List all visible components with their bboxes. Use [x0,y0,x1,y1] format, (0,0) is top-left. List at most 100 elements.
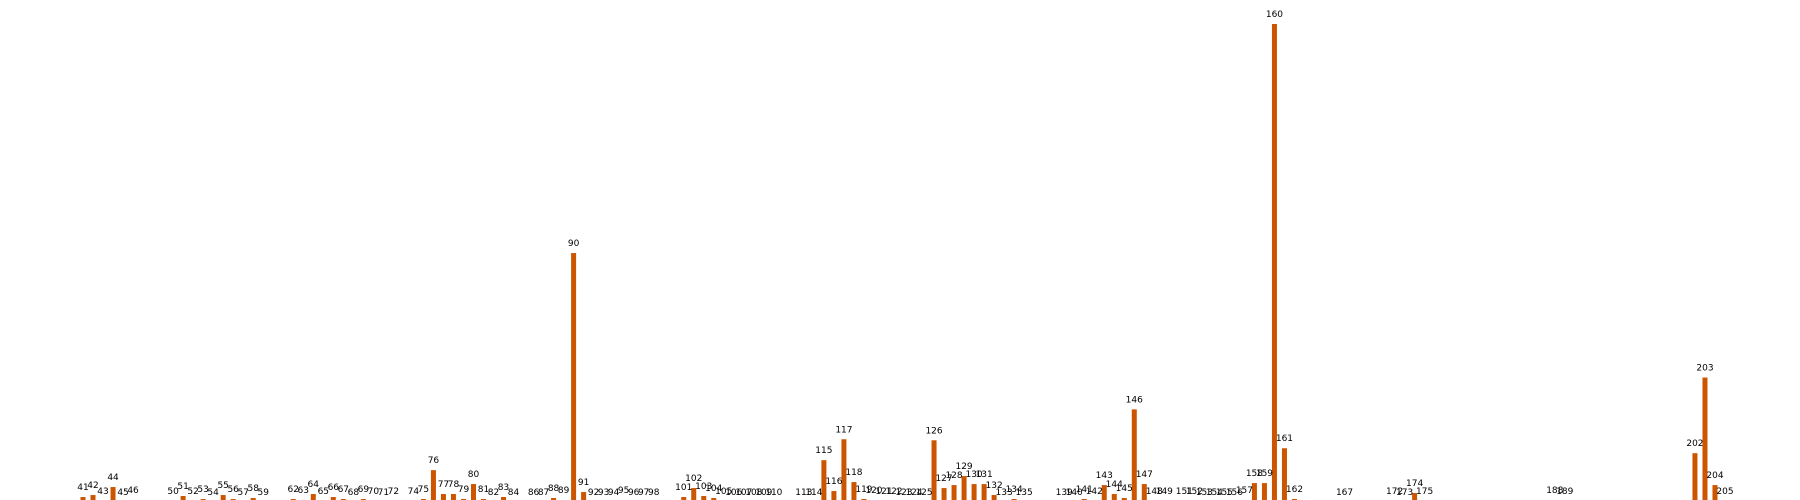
bar-174 [1412,493,1418,500]
bar-130 [971,484,977,500]
bar-label-91: 91 [578,478,589,488]
bar-77 [440,494,446,500]
bar-label-107: 107 [735,488,752,498]
bar-131 [981,484,987,500]
bar-label-83: 83 [498,483,509,493]
bar-label-131: 131 [976,470,993,480]
bar-label-96: 96 [628,488,640,498]
bar-159 [1261,483,1267,500]
bar-label-130: 130 [965,470,982,480]
bar-label-147: 147 [1136,470,1153,480]
bar-label-55: 55 [217,481,228,491]
bar-label-72: 72 [388,487,399,497]
bar-label-152: 152 [1186,487,1203,497]
bar-label-97: 97 [638,488,649,498]
bar-label-105: 105 [715,487,732,497]
bar-label-125: 125 [915,488,932,498]
bar-label-143: 143 [1096,471,1113,481]
bar-label-128: 128 [945,471,962,481]
bar-80 [470,484,476,500]
bar-143 [1101,485,1107,500]
bar-label-121: 121 [875,487,892,497]
bar-116 [831,491,837,500]
bar-label-75: 75 [418,485,429,495]
bar-103 [701,496,707,500]
bar-78 [450,494,456,500]
bar-label-175: 175 [1416,487,1433,497]
bar-145 [1121,498,1127,500]
bar-label-110: 110 [765,488,782,498]
bar-label-167: 167 [1336,488,1353,498]
bar-label-104: 104 [705,484,722,494]
bar-label-81: 81 [478,485,489,495]
bar-label-118: 118 [845,468,862,478]
bar-label-90: 90 [568,239,580,249]
bar-label-149: 149 [1156,487,1173,497]
bar-label-63: 63 [298,486,309,496]
bar-label-160: 160 [1266,10,1283,20]
bar-label-203: 203 [1696,364,1713,374]
bar-102 [691,488,697,500]
bar-label-151: 151 [1176,487,1193,497]
bar-158 [1251,483,1257,500]
bar-label-67: 67 [338,485,349,495]
bar-label-114: 114 [805,488,822,498]
bar-label-59: 59 [257,488,269,498]
bar-label-89: 89 [558,486,570,496]
bar-label-123: 123 [895,488,912,498]
bar-58 [250,498,256,500]
bar-127 [941,488,947,500]
bar-label-78: 78 [448,480,460,490]
bar-label-142: 142 [1086,487,1103,497]
bar-label-86: 86 [528,488,540,498]
bar-label-57: 57 [237,488,248,498]
bar-label-159: 159 [1256,469,1273,479]
bar-label-45: 45 [117,488,128,498]
bar-label-113: 113 [795,488,812,498]
bar-label-161: 161 [1276,434,1293,444]
bar-label-156: 156 [1226,488,1243,498]
bar-label-103: 103 [695,482,712,492]
bar-label-134: 134 [1006,485,1023,495]
bar-label-126: 126 [925,426,942,436]
bar-label-133: 133 [996,488,1013,498]
bar-label-93: 93 [598,488,609,498]
bar-label-124: 124 [905,488,922,498]
bar-label-109: 109 [755,488,772,498]
bar-label-95: 95 [618,486,629,496]
bar-label-204: 204 [1706,471,1723,481]
bar-label-127: 127 [935,474,952,484]
bar-117 [841,439,847,500]
bar-66 [330,497,336,500]
bar-label-174: 174 [1406,479,1423,489]
bar-51 [180,496,186,500]
bar-204 [1712,485,1718,500]
bar-label-62: 62 [288,485,299,495]
bar-64 [310,494,316,500]
bar-label-74: 74 [408,487,420,497]
bar-160 [1271,24,1277,500]
bar-label-106: 106 [725,488,742,498]
bar-label-140: 140 [1066,488,1083,498]
bar-label-56: 56 [227,485,239,495]
bar-label-146: 146 [1126,395,1143,405]
bar-129 [961,476,967,500]
bar-label-84: 84 [508,488,520,498]
bar-44 [110,487,116,500]
bar-label-82: 82 [488,488,499,498]
bar-label-135: 135 [1016,488,1033,498]
bar-126 [931,440,937,500]
bar-label-132: 132 [986,481,1003,491]
bar-label-172: 172 [1386,487,1403,497]
bar-161 [1281,448,1287,500]
bar-label-92: 92 [588,488,599,498]
bar-128 [951,485,957,500]
bar-label-116: 116 [825,477,842,487]
bar-label-145: 145 [1116,484,1133,494]
bar-label-68: 68 [348,488,360,498]
bar-label-141: 141 [1076,485,1093,495]
bars-layer [80,24,1718,500]
bar-label-50: 50 [167,487,179,497]
bar-label-189: 189 [1556,487,1573,497]
